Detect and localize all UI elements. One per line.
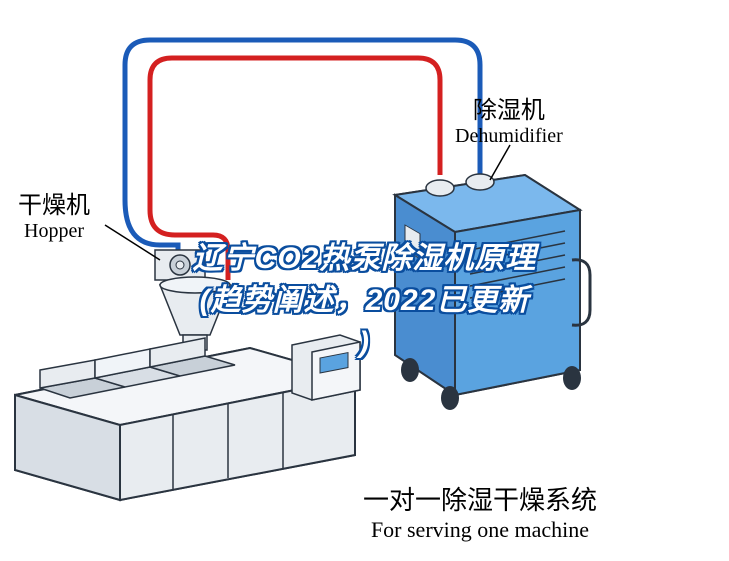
dehumidifier-label: 除湿机 Dehumidifier	[455, 90, 563, 148]
system-label: 一对一除湿干燥系统 For serving one machine	[320, 480, 640, 543]
system-label-en: For serving one machine	[320, 517, 640, 543]
dehumidifier-leader	[490, 145, 510, 180]
overlay-title: 辽宁CO2热泵除湿机原理 (趋势阐述，2022已更新 )	[0, 238, 729, 364]
hopper-label: 干燥机 Hopper	[18, 185, 90, 243]
dehumidifier-label-en: Dehumidifier	[455, 125, 563, 148]
hopper-label-cn: 干燥机	[18, 185, 90, 220]
system-label-cn: 一对一除湿干燥系统	[320, 480, 640, 517]
overlay-line3: )	[0, 322, 729, 364]
overlay-line1: 辽宁CO2热泵除湿机原理	[0, 238, 729, 280]
overlay-line2: (趋势阐述，2022已更新	[0, 280, 729, 322]
dehumidifier-label-cn: 除湿机	[455, 90, 563, 125]
